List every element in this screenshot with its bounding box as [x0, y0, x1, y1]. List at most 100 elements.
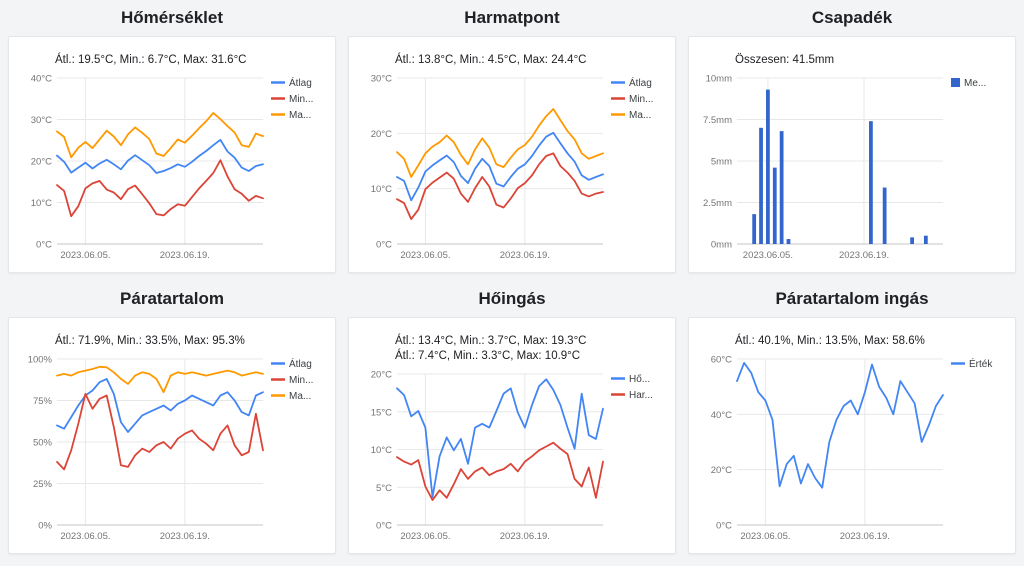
x-tick-label: 2023.06.05.	[740, 531, 790, 542]
legend-label: Átlag	[289, 76, 312, 89]
y-tick-label: 20°C	[31, 157, 52, 168]
y-tick-label: 20°C	[711, 465, 732, 476]
chart-subtitle-line: Összesen: 41.5mm	[735, 54, 834, 66]
chart-plot-dewpoint[interactable]: Átl.: 13.8°C, Min.: 4.5°C, Max: 24.4°C 20…	[357, 45, 667, 264]
chart-section-temperature: Hőmérséklet Átl.: 19.5°C, Min.: 6.7°C, M…	[8, 6, 336, 273]
legend-label: Átlag	[629, 76, 652, 89]
temperature-range-chart-svg: Átl.: 13.4°C, Min.: 3.7°C, Max: 19.3°C Át…	[371, 334, 653, 542]
temperature-chart-svg: Átl.: 19.5°C, Min.: 6.7°C, Max: 31.6°C 20…	[31, 53, 314, 261]
y-tick-label: 0%	[38, 521, 52, 532]
y-tick-label: 25%	[33, 479, 53, 490]
series-line-2[interactable]	[56, 112, 264, 159]
legend-label: Min...	[629, 94, 653, 105]
series-line-0[interactable]	[56, 138, 264, 174]
x-tick-label: 2023.06.05.	[60, 531, 110, 542]
humidity-range-chart-svg: Átl.: 40.1%, Min.: 13.5%, Max: 58.6% 2023…	[711, 334, 994, 542]
series-line-2[interactable]	[56, 365, 264, 394]
chart-section-temperature-range: Hőingás Átl.: 13.4°C, Min.: 3.7°C, Max: …	[348, 287, 676, 554]
bar-precipitation[interactable]	[779, 131, 784, 244]
y-tick-label: 5mm	[711, 157, 732, 168]
chart-card-dewpoint: Átl.: 13.8°C, Min.: 4.5°C, Max: 24.4°C 20…	[348, 36, 676, 273]
y-tick-label: 0°C	[36, 240, 52, 251]
chart-title-temperature-range: Hőingás	[478, 289, 546, 308]
precipitation-chart-svg: Összesen: 41.5mm 2023.06.05. 2023.06.19. 0m…	[703, 54, 986, 261]
y-tick-label: 50%	[33, 438, 53, 449]
chart-plot-temperature[interactable]: Átl.: 19.5°C, Min.: 6.7°C, Max: 31.6°C 20…	[17, 45, 327, 264]
bar-precipitation[interactable]	[910, 237, 914, 244]
series-line-0[interactable]	[736, 362, 944, 489]
chart-plot-precipitation[interactable]: Összesen: 41.5mm 2023.06.05. 2023.06.19. 0m…	[697, 45, 1007, 264]
y-tick-label: 20°C	[371, 370, 392, 381]
y-tick-label: 0°C	[376, 521, 392, 532]
chart-subtitle-line: Átl.: 13.4°C, Min.: 3.7°C, Max: 19.3°C	[395, 334, 586, 347]
y-tick-label: 20°C	[371, 129, 392, 140]
x-tick-label: 2023.06.19.	[160, 250, 210, 261]
x-tick-label: 2023.06.19.	[839, 250, 889, 261]
y-tick-label: 5°C	[376, 483, 392, 494]
chart-subtitle-line: Átl.: 7.4°C, Min.: 3.3°C, Max: 10.9°C	[395, 349, 580, 362]
chart-subtitle-line: Átl.: 19.5°C, Min.: 6.7°C, Max: 31.6°C	[55, 53, 246, 66]
chart-card-precipitation: Összesen: 41.5mm 2023.06.05. 2023.06.19. 0m…	[688, 36, 1016, 273]
chart-section-humidity: Páratartalom Átl.: 71.9%, Min.: 33.5%, M…	[8, 287, 336, 554]
series-line-0[interactable]	[56, 378, 264, 433]
y-tick-label: 0°C	[376, 240, 392, 251]
humidity-chart-svg: Átl.: 71.9%, Min.: 33.5%, Max: 95.3% 2023…	[28, 334, 314, 542]
bar-precipitation[interactable]	[772, 167, 777, 244]
legend-label: Har...	[629, 390, 653, 401]
series-line-1[interactable]	[396, 441, 604, 502]
series-line-2[interactable]	[396, 108, 604, 178]
x-tick-label: 2023.06.19.	[160, 531, 210, 542]
legend-label: Ma...	[289, 110, 311, 121]
chart-card-temperature: Átl.: 19.5°C, Min.: 6.7°C, Max: 31.6°C 20…	[8, 36, 336, 273]
legend-label: Me...	[964, 78, 986, 89]
chart-subtitle-line: Átl.: 13.8°C, Min.: 4.5°C, Max: 24.4°C	[395, 53, 586, 66]
y-tick-label: 100%	[28, 355, 53, 366]
chart-section-dewpoint: Harmatpont Átl.: 13.8°C, Min.: 4.5°C, Ma…	[348, 6, 676, 273]
chart-title-precipitation: Csapadék	[811, 8, 893, 27]
series-line-0[interactable]	[396, 378, 604, 499]
chart-card-temperature-range: Átl.: 13.4°C, Min.: 3.7°C, Max: 19.3°C Át…	[348, 317, 676, 554]
legend-label: Ma...	[629, 110, 651, 121]
y-tick-label: 60°C	[711, 355, 732, 366]
chart-section-humidity-range: Páratartalom ingás Átl.: 40.1%, Min.: 13…	[688, 287, 1016, 554]
y-tick-label: 15°C	[371, 407, 392, 418]
bar-precipitation[interactable]	[923, 235, 928, 244]
series-line-1[interactable]	[56, 393, 264, 471]
dewpoint-chart-svg: Átl.: 13.8°C, Min.: 4.5°C, Max: 24.4°C 20…	[371, 53, 654, 261]
series-line-1[interactable]	[396, 152, 604, 221]
chart-card-humidity-range: Átl.: 40.1%, Min.: 13.5%, Max: 58.6% 2023…	[688, 317, 1016, 554]
x-tick-label: 2023.06.19.	[840, 531, 890, 542]
y-tick-label: 10mm	[706, 74, 732, 85]
legend-label: Min...	[289, 375, 313, 386]
bar-precipitation[interactable]	[759, 127, 763, 244]
y-tick-label: 10°C	[371, 184, 392, 195]
chart-plot-humidity-range[interactable]: Átl.: 40.1%, Min.: 13.5%, Max: 58.6% 2023…	[697, 326, 1007, 545]
x-tick-label: 2023.06.19.	[500, 250, 550, 261]
y-tick-label: 10°C	[31, 198, 52, 209]
chart-plot-humidity[interactable]: Átl.: 71.9%, Min.: 33.5%, Max: 95.3% 2023…	[17, 326, 327, 545]
bar-precipitation[interactable]	[786, 239, 791, 244]
y-tick-label: 0mm	[711, 240, 732, 251]
y-tick-label: 7.5mm	[703, 115, 732, 126]
legend-label: Érték	[969, 357, 993, 370]
chart-title-dewpoint: Harmatpont	[464, 8, 560, 27]
legend-label: Ma...	[289, 391, 311, 402]
bar-precipitation[interactable]	[752, 214, 757, 244]
series-line-0[interactable]	[396, 131, 604, 202]
chart-title-humidity: Páratartalom	[120, 289, 224, 308]
x-tick-label: 2023.06.05.	[60, 250, 110, 261]
bar-precipitation[interactable]	[766, 89, 770, 244]
series-line-1[interactable]	[56, 159, 264, 218]
chart-card-humidity: Átl.: 71.9%, Min.: 33.5%, Max: 95.3% 2023…	[8, 317, 336, 554]
legend-marker-icon	[951, 78, 960, 87]
legend-label: Átlag	[289, 357, 312, 370]
bar-precipitation[interactable]	[882, 187, 887, 244]
x-tick-label: 2023.06.19.	[500, 531, 550, 542]
y-tick-label: 0°C	[716, 521, 732, 532]
charts-grid: Hőmérséklet Átl.: 19.5°C, Min.: 6.7°C, M…	[8, 6, 1016, 554]
y-tick-label: 2.5mm	[703, 198, 732, 209]
legend-label: Hő...	[629, 374, 650, 385]
chart-plot-temperature-range[interactable]: Átl.: 13.4°C, Min.: 3.7°C, Max: 19.3°C Át…	[357, 326, 667, 545]
bar-precipitation[interactable]	[869, 121, 873, 244]
chart-subtitle-line: Átl.: 71.9%, Min.: 33.5%, Max: 95.3%	[55, 334, 245, 347]
